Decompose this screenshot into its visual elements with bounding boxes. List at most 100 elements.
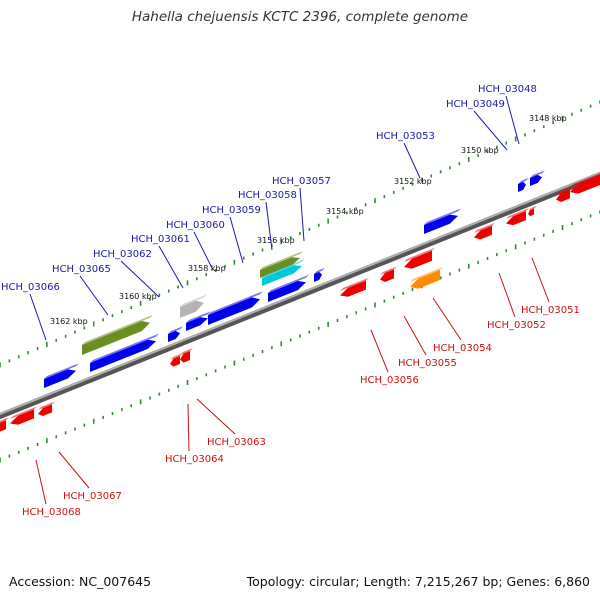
gene-block-body [180, 351, 190, 363]
gene-label: HCH_03066 [1, 282, 60, 293]
gene-block-top [90, 333, 159, 363]
gene-block [528, 205, 537, 217]
gene-block [90, 333, 159, 372]
gene-block-body [186, 317, 208, 331]
gene-block-body [208, 297, 260, 325]
gene-block-top [180, 348, 193, 355]
gene-block-top [268, 274, 309, 293]
leader-line [35, 459, 47, 505]
leader-line [403, 142, 421, 179]
leader-line [120, 260, 160, 298]
scale-label: 3148 kbp [529, 114, 567, 123]
forward-tick-track [0, 100, 600, 368]
gene-block-top [314, 267, 325, 274]
gene-label: HCH_03064 [165, 454, 224, 465]
leader-line [370, 329, 389, 373]
gene-label: HCH_03059 [202, 205, 261, 216]
gene-block [404, 247, 435, 269]
gene-block [474, 222, 495, 240]
gene-block [180, 348, 193, 363]
gene-block-top [82, 314, 153, 345]
gene-block-body [340, 280, 366, 297]
gene-block [570, 173, 600, 194]
gene-block-top [208, 291, 263, 315]
gene-block-body [530, 174, 542, 186]
scale-label: 3154 kbp [326, 207, 364, 216]
gene-label: HCH_03065 [52, 264, 111, 275]
gene-label: HCH_03055 [398, 358, 457, 369]
scale-label: 3156 kbp [257, 236, 295, 245]
gene-block-top [0, 417, 9, 423]
gene-label: HCH_03052 [487, 320, 546, 331]
gene-block-body [268, 281, 306, 302]
gene-label: HCH_03062 [93, 249, 152, 260]
gene-block [38, 401, 55, 417]
gene-block-top [518, 177, 529, 184]
leader-line [187, 403, 190, 452]
gene-block [380, 266, 397, 283]
leader-line [299, 187, 305, 242]
scale-label: 3152 kbp [394, 177, 432, 186]
leader-line [58, 451, 90, 489]
leader-line [265, 201, 273, 251]
gene-block-body [556, 189, 570, 203]
gene-block-top [170, 353, 183, 360]
gene-block [186, 311, 211, 331]
gene-block [0, 417, 9, 432]
genome-backbone [0, 171, 600, 420]
gene-block [168, 326, 183, 342]
gene-label: HCH_03061 [131, 234, 190, 245]
gene-label: HCH_03060 [166, 220, 225, 231]
gene-block [518, 177, 529, 192]
leader-line [196, 398, 236, 435]
gene-block-body [44, 369, 76, 388]
gene-block-top [168, 326, 183, 334]
gene-block-top [424, 208, 461, 225]
gene-block [180, 294, 207, 318]
gene-label: HCH_03056 [360, 375, 419, 386]
reverse-tick-track [0, 210, 600, 463]
gene-block-body [380, 269, 394, 283]
gene-block-top [556, 186, 573, 195]
gene-block-body [528, 208, 534, 217]
gene-block [530, 170, 545, 186]
gene-block [268, 274, 309, 302]
gene-block-body [410, 270, 440, 289]
gene-block-top [404, 247, 435, 262]
gene-block-top [38, 401, 55, 410]
gene-block-body [314, 271, 322, 282]
gene-block-body [474, 225, 492, 240]
gene-label: HCH_03057 [272, 176, 331, 187]
gene-block [10, 406, 37, 425]
leader-line [432, 297, 462, 341]
scale-label: 3162 kbp [50, 317, 88, 326]
gene-block-body [424, 214, 458, 234]
gene-block [262, 259, 305, 286]
gene-block-body [506, 211, 526, 226]
gene-block-top [44, 363, 79, 379]
gene-block-top [186, 311, 211, 323]
accession-text: Accession: NC_007645 [9, 574, 152, 589]
gene-block-body [168, 330, 180, 342]
map-title: Hahella chejuensis KCTC 2396, complete g… [131, 9, 469, 25]
leader-line [79, 275, 109, 316]
gene-block [340, 277, 369, 297]
gene-label: HCH_03049 [446, 99, 505, 110]
gene-block [170, 353, 183, 367]
gene-block [208, 291, 263, 325]
leader-line [505, 95, 520, 145]
gene-block-top [340, 277, 369, 291]
genome-backbone-highlight [0, 171, 600, 416]
leader-line [531, 257, 550, 303]
leader-line [193, 231, 214, 271]
gene-block [314, 267, 325, 282]
gene-block-top [474, 222, 495, 233]
gene-label: HCH_03063 [207, 437, 266, 448]
gene-block-top [530, 170, 545, 178]
gene-block [82, 314, 153, 355]
gene-block [44, 363, 79, 388]
scale-label: 3158 kbp [188, 264, 226, 273]
gene-block-body [82, 321, 150, 355]
gene-block-top [10, 406, 37, 419]
gene-block [260, 251, 303, 278]
